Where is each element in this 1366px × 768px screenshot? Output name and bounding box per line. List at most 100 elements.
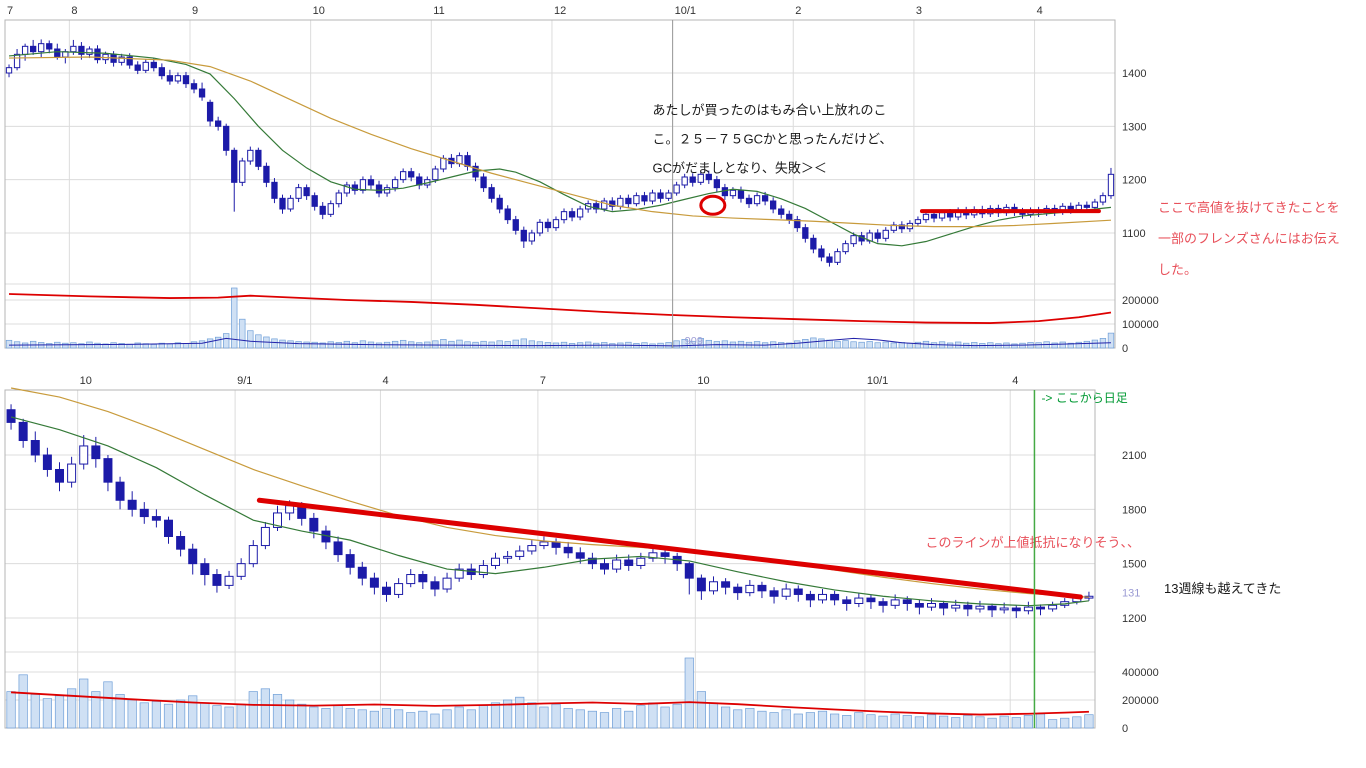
candle — [673, 184, 680, 194]
breakout-note-line: した。 — [1158, 262, 1198, 277]
price-tick-label: 1200 — [1122, 613, 1146, 625]
x-axis-labels: 10 9/1 4 7 10 10/1 4 — [80, 375, 1019, 387]
x-tick-label: 9/1 — [237, 375, 252, 387]
candle — [609, 200, 616, 207]
candle — [367, 179, 375, 186]
volume-bar — [357, 709, 367, 729]
volume-bar — [110, 342, 117, 349]
candle — [922, 213, 930, 221]
candle — [70, 45, 77, 53]
candle — [418, 574, 428, 583]
candle — [854, 597, 864, 605]
candle — [248, 545, 258, 565]
volume-secondary-line — [9, 337, 1111, 347]
candle — [236, 563, 246, 577]
volume-bar — [793, 713, 803, 729]
price-tick-label: 1200 — [1122, 175, 1146, 187]
candle — [55, 468, 64, 483]
volume-bar — [786, 342, 793, 349]
candle — [963, 604, 973, 610]
volume-bar — [733, 709, 743, 729]
candle — [260, 526, 270, 547]
candle — [612, 559, 622, 570]
volume-bar — [151, 701, 161, 729]
candle — [319, 205, 326, 215]
candle — [515, 550, 525, 557]
volume-bar — [536, 341, 544, 349]
volume-ma-line — [11, 691, 1089, 716]
chart-plot-area[interactable] — [5, 390, 1095, 728]
candle — [617, 197, 624, 207]
volume-bar — [247, 330, 254, 349]
volume-bar — [705, 339, 712, 349]
volume-bar — [394, 709, 404, 729]
candle — [641, 195, 648, 202]
candle — [351, 184, 359, 191]
volume-bar — [139, 702, 149, 729]
x-tick-label: 10/1 — [675, 5, 696, 17]
volume-bar — [158, 342, 166, 349]
highlight-circle — [699, 194, 727, 216]
volume-bar — [118, 343, 125, 349]
candle — [1099, 195, 1107, 203]
volume-bar — [866, 341, 873, 349]
volume-bar — [496, 340, 503, 349]
volume-bar — [515, 696, 525, 729]
volume-bar — [272, 694, 283, 729]
ma-long-line — [10, 387, 1089, 598]
candle — [560, 211, 568, 221]
candle — [536, 221, 544, 234]
volume-bar — [681, 339, 688, 349]
x-tick-label: 11 — [433, 5, 444, 17]
volume-bar — [42, 698, 52, 729]
candle — [930, 213, 938, 219]
candle — [834, 251, 841, 263]
volume-bar — [206, 338, 214, 349]
volume-bar — [689, 340, 696, 349]
candle — [214, 120, 222, 127]
candle — [491, 557, 500, 566]
candle — [721, 187, 729, 197]
candle — [151, 516, 161, 521]
volume-bar — [236, 703, 246, 729]
candle — [999, 607, 1009, 611]
candle — [624, 559, 634, 566]
volume-bar — [987, 717, 997, 729]
candle — [914, 219, 922, 224]
x-tick-label: 3 — [916, 5, 922, 17]
candle — [709, 581, 718, 592]
volume-bar — [440, 339, 447, 349]
volume-bar — [551, 703, 561, 729]
candle — [29, 45, 37, 53]
candle — [733, 586, 743, 594]
candle — [271, 181, 278, 199]
candle — [568, 211, 576, 218]
volume-bar — [30, 694, 40, 729]
candle — [13, 53, 21, 69]
candle — [103, 458, 113, 483]
candle — [1023, 606, 1033, 612]
candle — [939, 603, 949, 609]
candle — [190, 83, 198, 90]
volume-bar — [520, 338, 527, 349]
candle — [660, 552, 670, 557]
volume-bar — [599, 712, 610, 729]
volume-bar — [612, 708, 622, 729]
volume-bar — [260, 688, 270, 729]
volume-bar — [1107, 332, 1115, 349]
volume-bar — [818, 338, 825, 349]
candle — [946, 212, 954, 218]
volume-bar — [802, 339, 809, 349]
weekly-ma-note: 13週線も越えてきた — [1164, 578, 1281, 597]
candle — [593, 203, 600, 210]
volume-bar — [102, 343, 109, 349]
volume-bar — [890, 342, 897, 349]
candle — [705, 173, 712, 181]
candle — [826, 256, 833, 263]
candle — [745, 197, 753, 205]
candle — [126, 56, 133, 66]
volume-bar — [673, 340, 680, 349]
candle — [206, 101, 214, 122]
volume-bar — [303, 341, 310, 349]
volume-bar — [1072, 716, 1082, 729]
